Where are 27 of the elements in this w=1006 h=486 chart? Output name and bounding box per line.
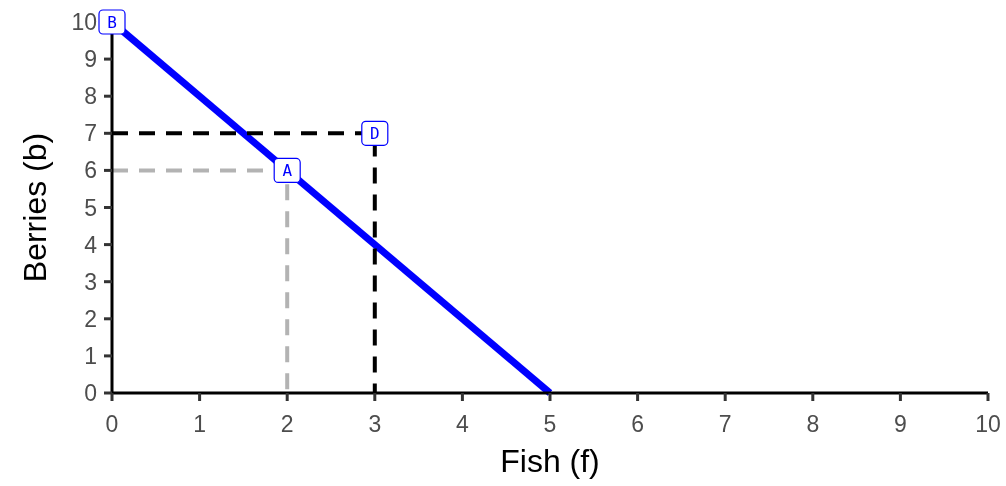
x-tick-label: 8 [806, 411, 820, 437]
x-tick-label: 10 [975, 411, 1001, 437]
y-tick-label: 6 [84, 157, 97, 184]
y-tick-label: 5 [84, 194, 97, 221]
x-tick-label: 1 [193, 411, 206, 437]
x-tick-label: 3 [368, 411, 382, 437]
annotation: B [107, 13, 117, 32]
x-tick-label: 6 [631, 411, 644, 437]
x-tick-label: 5 [543, 411, 557, 437]
x-tick-label: 2 [280, 411, 294, 437]
x-axis-title: Fish (f) [500, 443, 600, 479]
y-tick-label: 1 [84, 342, 97, 369]
x-tick-label: 7 [718, 411, 732, 437]
y-axis-title: Berries (b) [17, 132, 53, 283]
y-tick-label: 8 [84, 83, 97, 110]
y-tick-label: 2 [84, 305, 97, 332]
y-tick-label: 10 [71, 9, 97, 35]
annotation: A [282, 161, 293, 181]
annotation: D [369, 124, 380, 144]
x-tick-label: 4 [456, 411, 469, 437]
y-tick-label: 7 [84, 120, 97, 147]
y-tick-label: 3 [84, 268, 97, 295]
y-tick-label: 9 [84, 46, 97, 73]
x-tick-label: 9 [894, 411, 907, 437]
x-tick-label: 0 [105, 411, 119, 437]
y-tick-label: 0 [84, 380, 97, 406]
y-tick-label: 4 [84, 231, 98, 258]
